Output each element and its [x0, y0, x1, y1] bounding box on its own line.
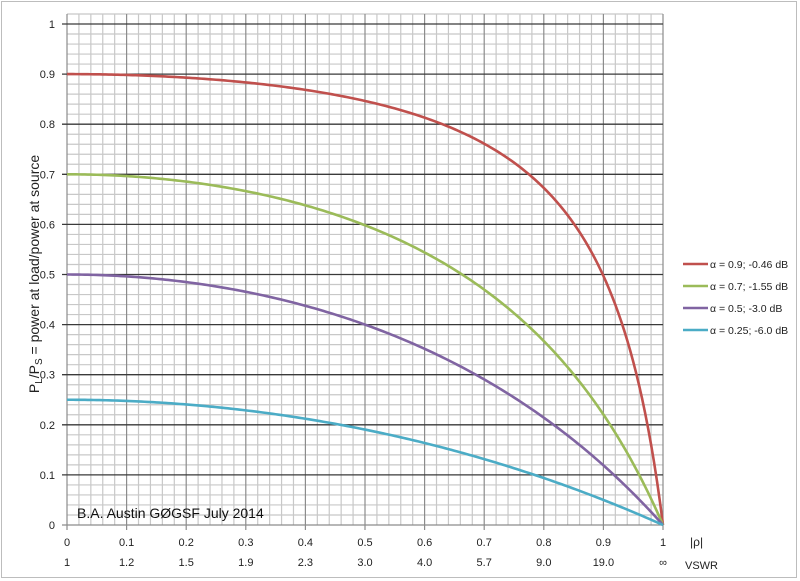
series-line-3 — [67, 398, 664, 527]
x-tick-label: 1 — [660, 537, 666, 549]
legend-label: α = 0.7; -1.55 dB — [710, 281, 788, 293]
legend-label: α = 0.5; -3.0 dB — [710, 303, 782, 315]
major-gridlines — [62, 14, 664, 530]
y-tick-label: 0.1 — [40, 470, 55, 482]
vswr-tick-label: 3.0 — [357, 557, 372, 569]
x-tick-label: 0.5 — [357, 537, 372, 549]
x-tick-label: 0.1 — [119, 537, 134, 549]
series-lines — [67, 72, 665, 527]
vswr-tick-label: 9.0 — [536, 557, 551, 569]
legend: α = 0.9; -0.46 dB α = 0.7; -1.55 dB α = 0.… — [683, 259, 788, 337]
vswr-tick-label: 2.3 — [298, 557, 313, 569]
x-tick-label: 0.7 — [477, 537, 492, 549]
legend-label: α = 0.9; -0.46 dB — [710, 259, 788, 271]
vswr-tick-label: 4.0 — [417, 557, 432, 569]
x-tick-label: 0.9 — [596, 537, 611, 549]
vswr-tick-label: 1.9 — [238, 557, 253, 569]
y-tick-label: 1 — [49, 19, 55, 31]
x-tick-label: 0.3 — [238, 537, 253, 549]
x-axis-label: |ρ| — [690, 535, 703, 549]
x-axis-ticks: 0 0.1 0.2 0.3 0.4 0.5 0.6 0.7 0.8 0.9 1 — [64, 537, 666, 549]
y-tick-label: 0.7 — [40, 169, 55, 181]
vswr-axis-ticks: 1 1.2 1.5 1.9 2.3 3.0 4.0 5.7 9.0 19.0 ∞ — [64, 557, 667, 569]
legend-label: α = 0.25; -6.0 dB — [710, 325, 788, 337]
vswr-tick-label: 1.2 — [119, 557, 134, 569]
x-tick-label: 0.8 — [536, 537, 551, 549]
y-tick-label: 0 — [49, 520, 55, 532]
vswr-tick-label: 5.7 — [477, 557, 492, 569]
vswr-tick-label: 1 — [64, 557, 70, 569]
y-axis-ticks: 0 0.1 0.2 0.3 0.4 0.5 0.6 0.7 0.8 0.9 1 — [40, 19, 55, 532]
vswr-axis-label: VSWR — [685, 560, 718, 572]
y-tick-label: 0.2 — [40, 420, 55, 432]
x-tick-label: 0.6 — [417, 537, 432, 549]
vswr-tick-label: 19.0 — [593, 557, 614, 569]
y-tick-label: 0.6 — [40, 219, 55, 231]
y-tick-label: 0.3 — [40, 370, 55, 382]
y-tick-label: 0.8 — [40, 119, 55, 131]
series-line-1 — [67, 173, 665, 526]
y-tick-label: 0.5 — [40, 270, 55, 282]
y-tick-label: 0.9 — [40, 69, 55, 81]
vswr-tick-label: 1.5 — [179, 557, 194, 569]
vswr-tick-label: ∞ — [659, 557, 667, 569]
x-tick-label: 0.4 — [298, 537, 313, 549]
series-line-2 — [67, 273, 664, 526]
x-tick-label: 0.2 — [179, 537, 194, 549]
y-axis-label: PL/PS = power at load/power at source — [26, 155, 45, 394]
y-tick-label: 0.4 — [40, 320, 55, 332]
x-tick-label: 0 — [64, 537, 70, 549]
series-line-0 — [67, 72, 665, 526]
credit-annotation: B.A. Austin GØGSF July 2014 — [77, 505, 264, 521]
